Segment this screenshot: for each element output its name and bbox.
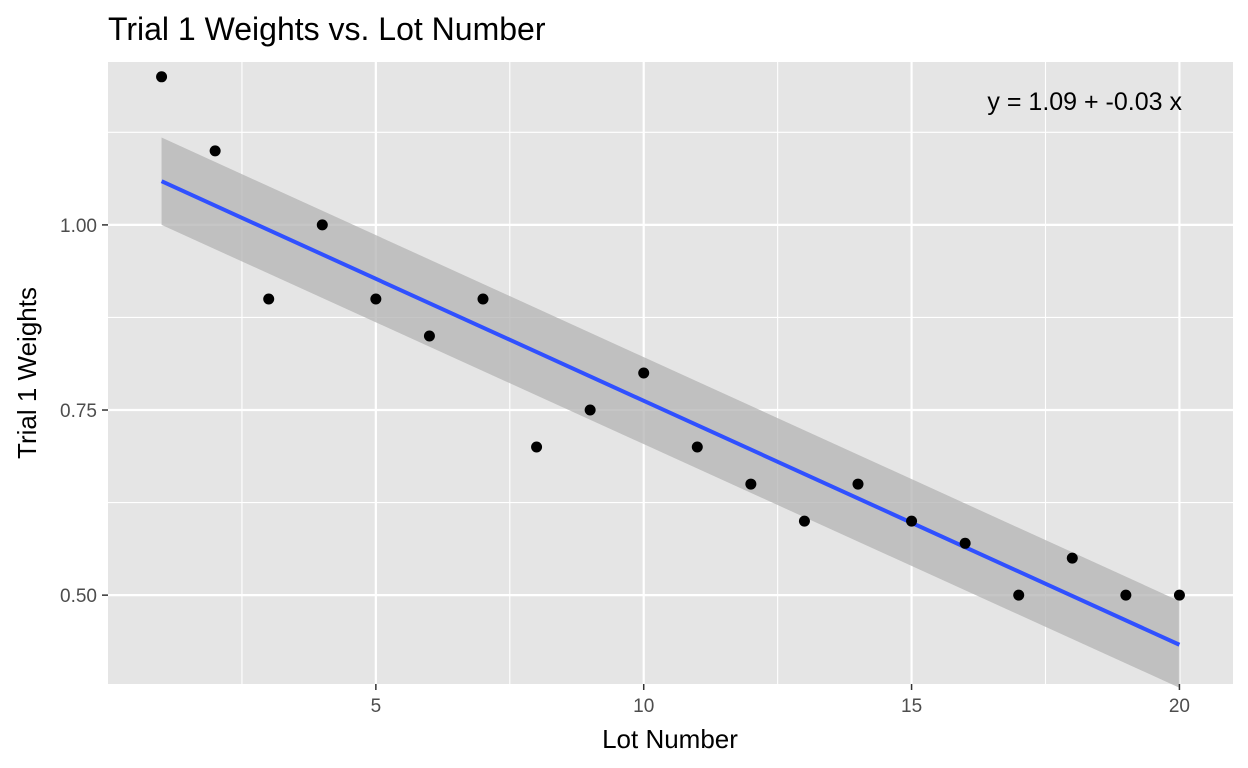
y-tick-label: 0.50 [60,586,97,607]
y-tick-label: 0.75 [60,401,97,422]
chart-title: Trial 1 Weights vs. Lot Number [108,11,546,47]
data-point [745,478,757,490]
data-point [691,441,703,453]
y-axis-title: Trial 1 Weights [12,287,42,459]
data-point [370,293,382,305]
regression-line [160,179,1181,647]
data-point [263,293,275,305]
data-point [423,330,435,342]
data-point [906,515,918,527]
x-tick-label: 5 [371,696,382,717]
y-tick-label: 1.00 [60,216,97,237]
data-point [1120,589,1132,601]
data-point [477,293,489,305]
data-point [1173,589,1185,601]
data-point [1066,552,1078,564]
x-tick-label: 10 [633,696,654,717]
regression-line-layer [160,179,1181,647]
data-point [316,219,328,231]
data-point [156,71,168,83]
x-tick-label: 15 [901,696,922,717]
x-axis-title: Lot Number [602,724,738,754]
data-point [209,145,221,157]
data-point [798,515,810,527]
data-point [531,441,543,453]
data-point [959,537,971,549]
regression-equation: y = 1.09 + -0.03 x [987,88,1182,116]
y-axis-ticks: 0.50 0.75 1.00 [60,216,108,607]
data-point [638,367,650,379]
x-tick-label: 20 [1169,696,1190,717]
points-layer [156,71,1185,601]
data-point [584,404,596,416]
data-point [852,478,864,490]
data-point [1013,589,1025,601]
x-axis-ticks: 5 10 15 20 [371,684,1190,717]
